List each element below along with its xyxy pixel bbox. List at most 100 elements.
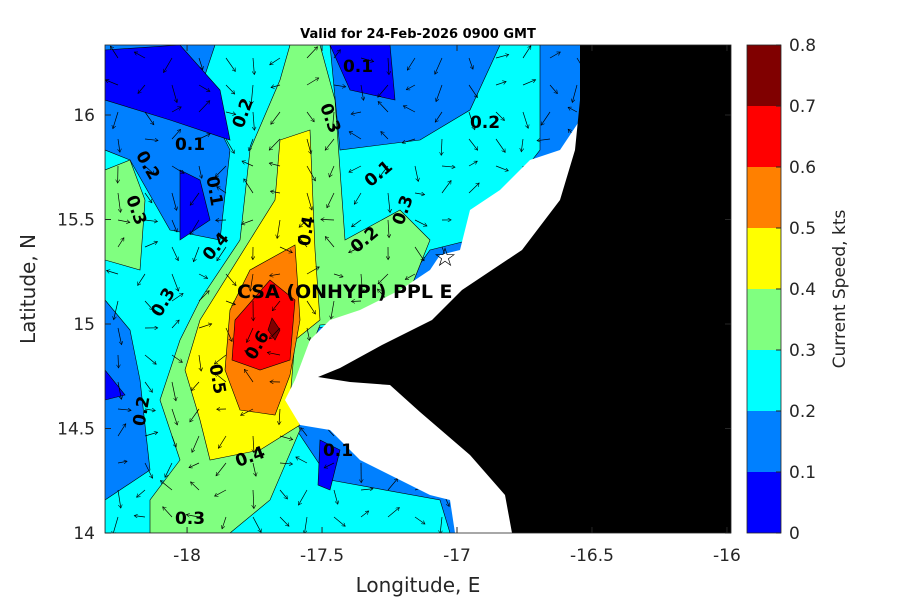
current-vector xyxy=(332,111,334,132)
current-vector xyxy=(171,219,177,232)
current-vector xyxy=(402,138,416,143)
current-vector xyxy=(279,516,289,526)
current-vector xyxy=(113,516,119,533)
current-vector xyxy=(360,489,373,490)
current-vector xyxy=(277,219,281,238)
current-vector xyxy=(117,461,127,463)
current-vector xyxy=(114,300,119,320)
current-vector xyxy=(163,507,173,518)
current-vector xyxy=(190,192,200,205)
current-vector xyxy=(249,138,254,151)
current-vector xyxy=(352,219,362,227)
current-vector xyxy=(244,369,254,383)
x-tick-label: -17.5 xyxy=(300,546,344,566)
current-vector xyxy=(405,273,416,279)
current-vector xyxy=(117,424,127,437)
current-vector xyxy=(198,134,210,140)
current-vector xyxy=(144,192,152,203)
current-vector xyxy=(118,138,120,152)
current-vector xyxy=(117,409,131,410)
band-0-0.1 xyxy=(179,169,211,241)
current-vector xyxy=(269,163,281,167)
current-vector xyxy=(144,165,154,175)
current-vector xyxy=(113,111,119,129)
current-vector xyxy=(217,246,227,261)
current-vector xyxy=(541,111,551,125)
current-vector xyxy=(379,165,389,177)
current-vector xyxy=(495,82,506,86)
current-vector xyxy=(271,85,281,87)
contour-label: 0.1 xyxy=(343,57,373,77)
current-vector xyxy=(171,107,181,113)
current-vector xyxy=(441,166,455,167)
band-0.3-0.4-left xyxy=(105,159,146,271)
current-vector xyxy=(306,300,315,314)
current-vector xyxy=(198,101,210,113)
current-vector xyxy=(441,181,451,194)
colorbar-tick-label: 0.6 xyxy=(789,158,816,178)
current-vector xyxy=(468,84,477,98)
current-vector xyxy=(441,138,442,155)
current-vector xyxy=(388,219,389,238)
land-mass xyxy=(318,45,731,533)
current-vector xyxy=(537,139,551,141)
current-vector xyxy=(333,489,338,504)
current-vector xyxy=(321,219,335,220)
current-vector xyxy=(325,138,335,150)
current-vector xyxy=(137,489,146,497)
current-vector xyxy=(144,432,158,437)
current-vector xyxy=(269,138,281,150)
current-vector xyxy=(165,462,173,477)
current-vector xyxy=(279,463,293,464)
current-vector xyxy=(495,138,505,152)
current-vector xyxy=(522,80,536,86)
current-vector xyxy=(171,354,182,362)
current-vector xyxy=(435,57,443,74)
current-vector xyxy=(349,131,362,140)
current-vector xyxy=(353,192,362,204)
current-vector xyxy=(144,462,153,478)
current-vector xyxy=(117,381,121,399)
site-label: CSA (ONHYPI) PPL E xyxy=(237,281,453,303)
current-vector xyxy=(279,435,293,440)
colorbar-swatch xyxy=(747,350,781,411)
current-vector xyxy=(414,219,427,226)
current-vector xyxy=(468,161,477,167)
current-vector xyxy=(144,300,153,310)
x-tick-label: -17 xyxy=(443,546,471,566)
plot-frame xyxy=(104,44,732,534)
current-vector xyxy=(222,516,227,529)
current-vector xyxy=(333,516,345,526)
band-0-0.1 xyxy=(105,45,231,141)
contour-label: 0.1 xyxy=(323,441,353,461)
colorbar-tick-label: 0.4 xyxy=(789,280,816,300)
current-vector xyxy=(298,489,308,505)
colorbar-tick-label: 0.2 xyxy=(789,402,816,422)
current-vector xyxy=(138,273,146,285)
colorbar-tick-label: 0.1 xyxy=(789,463,816,483)
current-vector xyxy=(216,462,227,476)
current-vector xyxy=(118,354,119,368)
current-vector xyxy=(299,219,308,227)
colorbar-swatch xyxy=(747,228,781,289)
current-vector xyxy=(253,435,254,453)
current-vector xyxy=(171,320,179,329)
current-vector xyxy=(269,327,281,339)
current-vector xyxy=(279,246,292,253)
current-vector xyxy=(117,489,121,508)
current-vector xyxy=(270,191,281,193)
x-tick-label: -18 xyxy=(173,546,201,566)
current-vector xyxy=(110,46,119,59)
current-vector xyxy=(253,57,254,75)
current-vector xyxy=(349,246,362,253)
current-vector xyxy=(214,354,227,364)
colorbar-swatch xyxy=(747,45,781,106)
current-vector xyxy=(189,219,200,235)
current-vector xyxy=(225,112,236,114)
current-vector xyxy=(186,515,200,517)
current-vector xyxy=(198,165,202,178)
current-vector xyxy=(360,84,364,100)
current-vector xyxy=(279,408,280,425)
current-vector xyxy=(217,187,227,194)
colorbar-swatch xyxy=(747,289,781,350)
